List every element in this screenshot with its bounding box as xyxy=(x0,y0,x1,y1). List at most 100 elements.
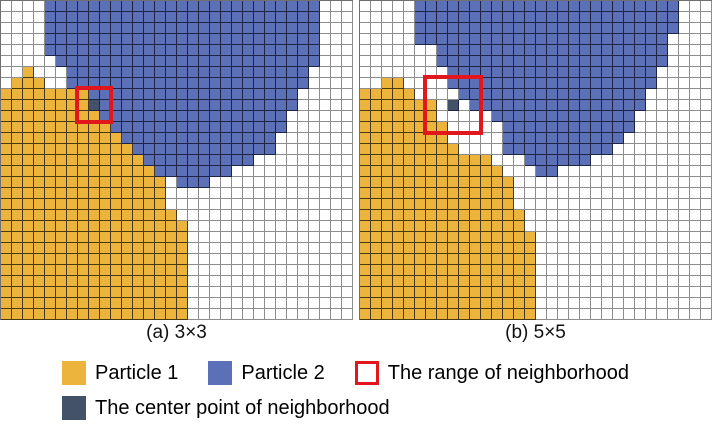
grid-cell xyxy=(569,89,580,100)
grid-cell xyxy=(221,12,232,23)
grid-cell xyxy=(701,144,712,155)
grid-cell xyxy=(298,155,309,166)
grid-cell xyxy=(45,166,56,177)
grid-cell xyxy=(243,188,254,199)
grid-cell xyxy=(166,188,177,199)
grid-cell xyxy=(393,45,404,56)
grid-cell xyxy=(45,45,56,56)
grid-cell xyxy=(199,265,210,276)
grid-cell xyxy=(144,166,155,177)
grid-cell xyxy=(276,254,287,265)
grid-cell xyxy=(591,177,602,188)
grid-cell xyxy=(371,243,382,254)
grid-cell xyxy=(67,243,78,254)
grid-cell xyxy=(254,232,265,243)
grid-cell xyxy=(12,210,23,221)
grid-cell xyxy=(382,56,393,67)
grid-cell xyxy=(45,89,56,100)
grid-cell xyxy=(188,56,199,67)
grid-cell xyxy=(701,111,712,122)
grid-cell xyxy=(331,78,342,89)
grid-cell xyxy=(459,210,470,221)
grid-cell xyxy=(199,221,210,232)
grid-cell xyxy=(481,12,492,23)
grid-cell xyxy=(78,67,89,78)
grid-cell xyxy=(177,12,188,23)
grid-cell xyxy=(210,45,221,56)
grid-cell xyxy=(23,111,34,122)
grid-cell xyxy=(144,232,155,243)
grid-cell xyxy=(309,133,320,144)
grid-cell xyxy=(331,56,342,67)
grid-cell xyxy=(144,122,155,133)
grid-cell xyxy=(613,199,624,210)
grid-cell xyxy=(199,78,210,89)
grid-cell xyxy=(536,122,547,133)
grid-cell xyxy=(12,1,23,12)
grid-cell xyxy=(558,12,569,23)
grid-cell xyxy=(276,177,287,188)
grid-cell xyxy=(690,89,701,100)
grid-cell xyxy=(404,67,415,78)
grid-cell xyxy=(56,188,67,199)
grid-cell xyxy=(188,34,199,45)
grid-cell xyxy=(12,232,23,243)
grid-cell xyxy=(690,111,701,122)
grid-cell xyxy=(635,56,646,67)
grid-cell xyxy=(613,309,624,320)
grid-cell xyxy=(679,12,690,23)
grid-cell xyxy=(393,133,404,144)
grid-cell xyxy=(426,221,437,232)
grid-cell xyxy=(56,1,67,12)
grid-cell xyxy=(89,188,100,199)
grid-cell xyxy=(45,243,56,254)
grid-cell xyxy=(646,133,657,144)
grid-cell xyxy=(635,1,646,12)
grid-cell xyxy=(569,34,580,45)
center-swatch xyxy=(62,396,86,420)
grid-cell xyxy=(199,199,210,210)
grid-cell xyxy=(569,100,580,111)
grid-cell xyxy=(287,166,298,177)
grid-cell xyxy=(320,111,331,122)
grid-cell xyxy=(309,100,320,111)
grid-cell xyxy=(668,243,679,254)
grid-cell xyxy=(342,34,353,45)
grid-cell xyxy=(276,199,287,210)
grid-cell xyxy=(342,133,353,144)
grid-cell xyxy=(547,243,558,254)
grid-cell xyxy=(122,232,133,243)
grid-cell xyxy=(199,155,210,166)
grid-cell xyxy=(701,287,712,298)
grid-cell xyxy=(298,89,309,100)
grid-cell xyxy=(100,232,111,243)
grid-cell xyxy=(503,155,514,166)
grid-cell xyxy=(100,243,111,254)
grid-cell xyxy=(360,89,371,100)
grid-cell xyxy=(602,177,613,188)
grid-cell xyxy=(298,232,309,243)
grid-cell xyxy=(188,100,199,111)
grid-cell xyxy=(221,287,232,298)
grid-cell xyxy=(382,199,393,210)
grid-cell xyxy=(415,276,426,287)
grid-cell xyxy=(309,12,320,23)
grid-cell xyxy=(1,45,12,56)
grid-cell xyxy=(360,78,371,89)
grid-cell xyxy=(690,100,701,111)
grid-cell xyxy=(166,34,177,45)
grid-cell xyxy=(525,298,536,309)
grid-cell xyxy=(232,166,243,177)
grid-cell xyxy=(701,276,712,287)
grid-cell xyxy=(448,111,459,122)
grid-cell xyxy=(1,199,12,210)
grid-cell xyxy=(254,67,265,78)
grid-cell xyxy=(415,188,426,199)
grid-cell xyxy=(221,133,232,144)
panel-a-caption: (a) 3×3 xyxy=(146,322,207,343)
grid-cell xyxy=(232,221,243,232)
grid-cell xyxy=(320,45,331,56)
grid-cell xyxy=(613,89,624,100)
grid-cell xyxy=(668,221,679,232)
grid-cell xyxy=(536,188,547,199)
